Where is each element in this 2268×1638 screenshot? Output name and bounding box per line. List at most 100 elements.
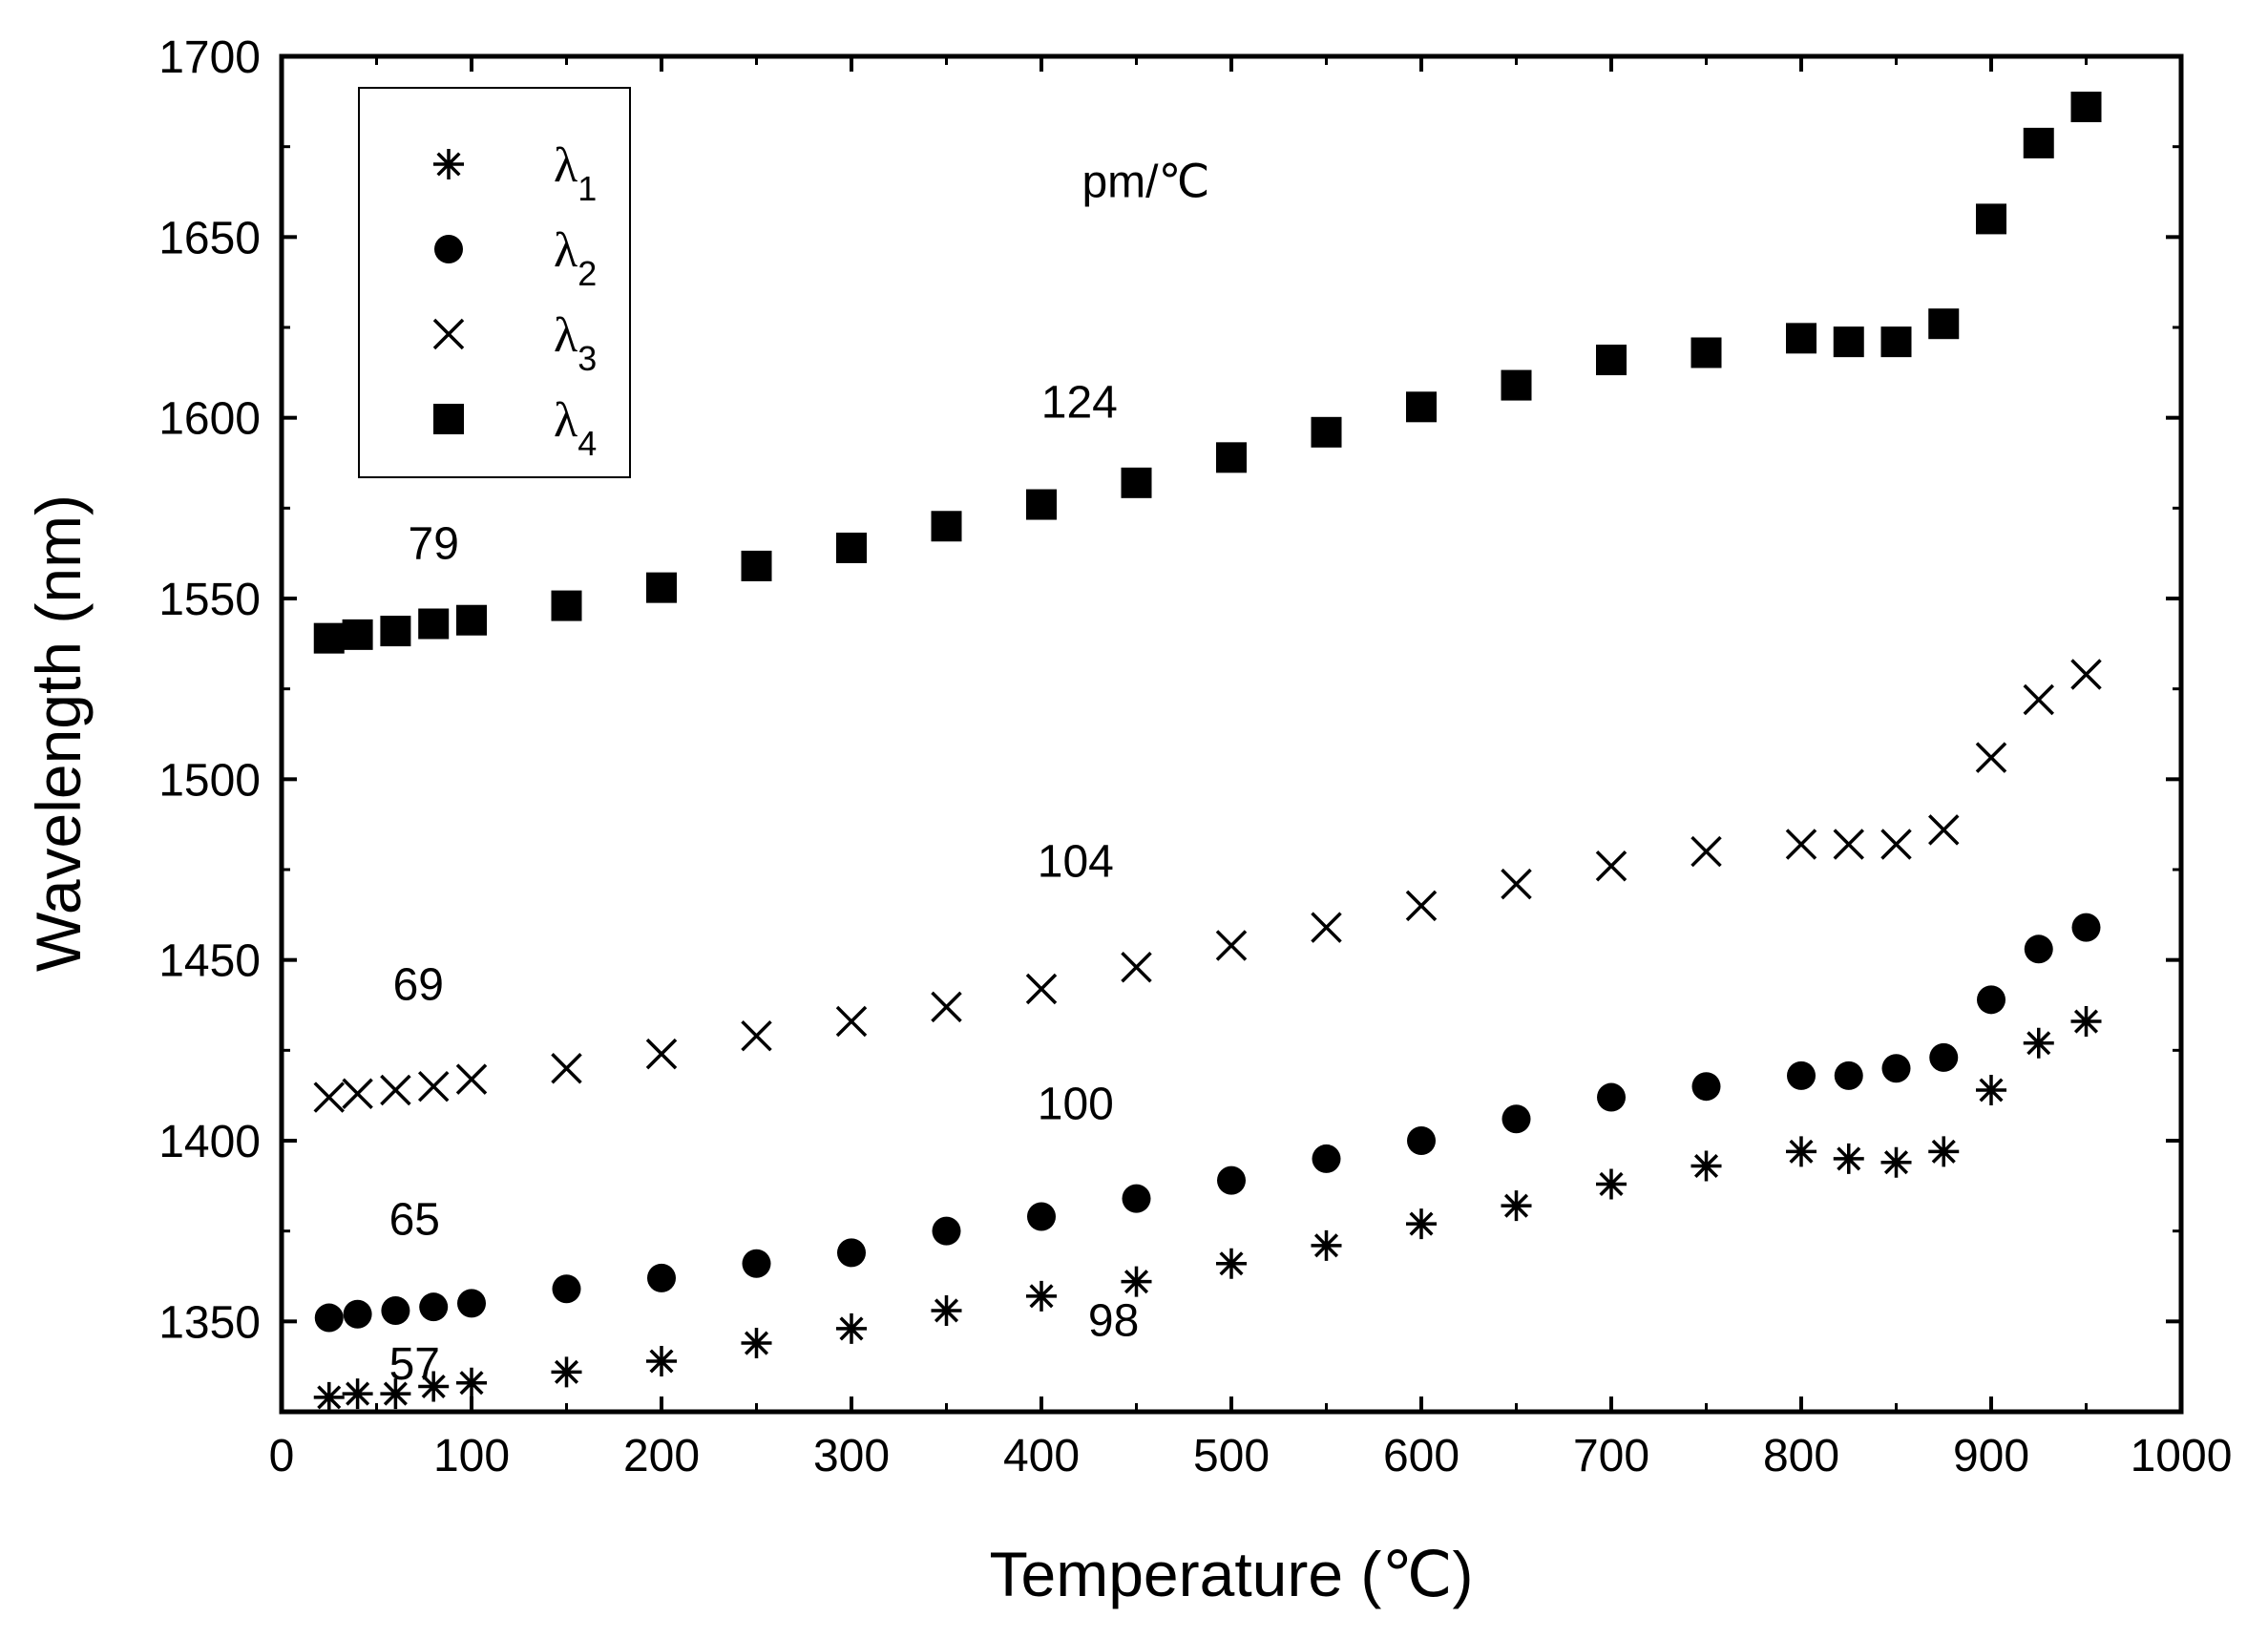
data-point-series-3 — [2070, 659, 2102, 690]
data-point-series-1 — [1786, 1136, 1816, 1167]
y-tick-label: 1350 — [158, 1297, 261, 1348]
data-point-series-4 — [2023, 127, 2054, 158]
data-point-series-2 — [1122, 1184, 1151, 1213]
x-tick-label: 600 — [1383, 1431, 1460, 1481]
data-point-series-4 — [1880, 326, 1912, 358]
data-point-series-3 — [1025, 973, 1058, 1005]
y-tick-label: 1700 — [158, 32, 261, 83]
data-point-series-1 — [342, 1378, 373, 1410]
data-point-series-4 — [1928, 308, 1960, 340]
data-point-series-1 — [1121, 1266, 1152, 1297]
data-point-series-1 — [1596, 1168, 1627, 1200]
data-point-series-2 — [1977, 985, 2006, 1015]
data-point-series-3 — [741, 1019, 772, 1052]
y-tick-label: 1600 — [158, 394, 261, 445]
x-tick-label: 300 — [813, 1431, 890, 1481]
data-point-series-2 — [932, 1216, 961, 1246]
data-point-series-3 — [455, 1063, 488, 1095]
data-point-series-3 — [1833, 829, 1864, 860]
data-point-series-1 — [456, 1367, 487, 1398]
x-tick-label: 400 — [1003, 1431, 1080, 1481]
data-point-series-1 — [551, 1356, 582, 1388]
data-point-series-1 — [1026, 1280, 1057, 1312]
slope-annotation: 69 — [393, 959, 444, 1010]
data-point-series-2 — [1787, 1060, 1816, 1090]
legend-marker-3 — [432, 318, 465, 350]
data-point-series-3 — [313, 1082, 345, 1113]
data-point-series-3 — [1311, 912, 1342, 943]
data-point-series-2 — [1217, 1166, 1246, 1195]
data-point-series-4 — [380, 616, 411, 647]
data-point-series-2 — [1407, 1126, 1436, 1155]
data-point-series-1 — [380, 1378, 411, 1410]
data-point-series-3 — [1690, 835, 1722, 868]
data-point-series-2 — [343, 1299, 372, 1329]
y-tick-label: 1400 — [158, 1117, 261, 1167]
data-point-series-2 — [314, 1303, 344, 1333]
slope-annotation: 57 — [389, 1339, 440, 1390]
data-point-series-4 — [1406, 391, 1437, 423]
data-point-series-3 — [551, 1053, 582, 1084]
slope-annotation: 104 — [1038, 837, 1114, 888]
data-point-series-2 — [1312, 1144, 1341, 1173]
data-point-series-4 — [1596, 345, 1627, 376]
data-point-series-2 — [1597, 1082, 1626, 1112]
slope-annotation: 65 — [389, 1194, 440, 1245]
data-point-series-1 — [1216, 1248, 1247, 1279]
data-point-series-2 — [419, 1292, 449, 1322]
slope-annotation: pm/℃ — [1082, 158, 1209, 208]
data-point-series-1 — [836, 1312, 867, 1344]
legend-marker-1 — [433, 149, 464, 179]
y-tick-label: 1500 — [158, 755, 261, 806]
y-tick-label: 1650 — [158, 213, 261, 263]
data-point-series-1 — [741, 1328, 772, 1359]
data-point-series-2 — [1929, 1042, 1959, 1072]
data-point-series-4 — [1026, 489, 1057, 520]
data-point-series-1 — [931, 1294, 962, 1326]
data-point-series-1 — [1880, 1146, 1912, 1178]
data-point-series-2 — [457, 1289, 486, 1318]
data-point-series-3 — [1975, 742, 2007, 773]
data-point-series-3 — [645, 1038, 678, 1070]
data-point-series-3 — [835, 1005, 868, 1038]
data-point-series-1 — [2070, 1006, 2102, 1038]
data-point-series-4 — [1501, 369, 1532, 401]
slope-annotation: 100 — [1038, 1079, 1114, 1129]
x-tick-label: 800 — [1763, 1431, 1839, 1481]
data-point-series-4 — [418, 608, 450, 640]
axis-ticks: 0 100 200 300 400 500 600 700 800 900 1000 1350 1400… — [158, 32, 2232, 1481]
data-points — [313, 92, 2102, 1413]
data-point-series-2 — [837, 1238, 866, 1268]
data-point-series-3 — [380, 1074, 411, 1106]
legend-label-subscript: 2 — [578, 254, 597, 293]
data-point-series-3 — [931, 991, 962, 1023]
data-point-series-3 — [417, 1070, 450, 1102]
data-point-series-4 — [551, 590, 582, 621]
x-axis-title: Temperature (℃) — [990, 1539, 1474, 1609]
data-point-series-3 — [2023, 683, 2054, 716]
x-tick-label: 700 — [1573, 1431, 1649, 1481]
x-tick-label: 0 — [269, 1431, 295, 1481]
legend-label-subscript: 4 — [578, 424, 597, 463]
data-point-series-4 — [646, 572, 677, 603]
data-point-series-4 — [741, 550, 772, 581]
legend-label-subscript: 1 — [578, 169, 597, 208]
x-tick-label: 200 — [623, 1431, 700, 1481]
plot-frame — [279, 53, 2184, 1415]
data-point-series-2 — [381, 1295, 410, 1325]
data-point-series-3 — [1928, 814, 1960, 846]
data-point-series-1 — [418, 1371, 450, 1402]
data-point-series-1 — [2023, 1027, 2054, 1059]
data-point-series-2 — [1834, 1060, 1863, 1090]
y-tick-label: 1550 — [158, 575, 261, 625]
data-point-series-2 — [2071, 913, 2101, 942]
legend-frame — [358, 87, 631, 478]
data-point-series-4 — [342, 619, 373, 650]
data-point-series-4 — [836, 532, 867, 563]
legend-marker-4 — [433, 404, 464, 434]
data-point-series-4 — [313, 622, 345, 654]
